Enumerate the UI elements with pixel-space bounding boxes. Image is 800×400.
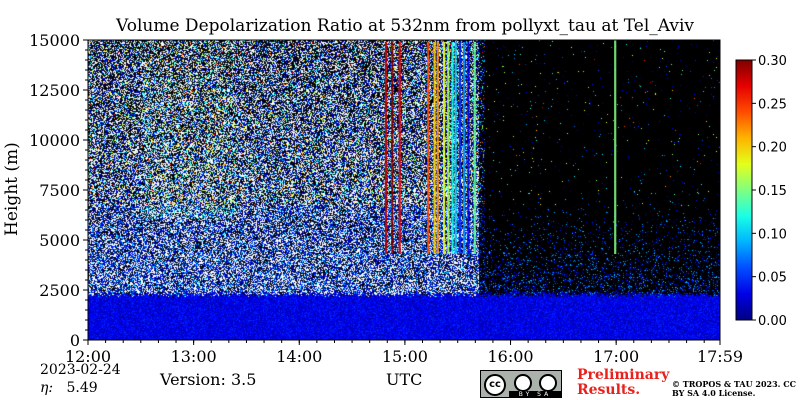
date-label: 2023-02-24 <box>40 362 121 378</box>
depol-streak-10 <box>458 42 462 254</box>
colorbar-tick-label: 0.25 <box>758 97 787 112</box>
cc-icon: cc <box>484 374 506 396</box>
colorbar-tick-label: 0.30 <box>758 54 787 69</box>
colorbar-tick-label: 0.20 <box>758 141 787 156</box>
chart-title: Volume Depolarization Ratio at 532nm fro… <box>116 16 694 36</box>
depol-streak-6 <box>442 42 446 254</box>
depol-streak-9 <box>454 42 457 254</box>
depol-streak-11 <box>463 42 466 254</box>
colorbar: 0.00 0.05 0.10 0.15 0.20 0.25 0.30 <box>735 54 787 329</box>
depol-streak-13 <box>473 42 476 254</box>
depolarization-field <box>88 40 720 340</box>
eta-symbol: η: <box>40 380 54 396</box>
y-tick-label: 2500 <box>39 281 80 300</box>
depol-streak-4 <box>433 42 436 254</box>
x-tick-label: 16:00 <box>487 347 533 366</box>
x-tick-label: 14:00 <box>276 347 322 366</box>
y-tick-label: 5000 <box>39 231 80 250</box>
attribution-icon <box>514 374 532 392</box>
preliminary-notice: Preliminary Results. <box>577 367 670 398</box>
license-strip: BY SA <box>509 391 561 398</box>
depol-streak-7 <box>447 42 450 254</box>
depol-streak-3 <box>427 42 430 254</box>
y-tick-label: 10000 <box>29 131 80 150</box>
depol-streak-8 <box>451 42 454 254</box>
y-tick-label: 7500 <box>39 181 80 200</box>
plot-area <box>88 40 720 340</box>
share-alike-icon <box>539 374 557 392</box>
eta-value: 5.49 <box>66 380 98 396</box>
depol-streak-14 <box>614 40 617 254</box>
colorbar-scale <box>735 59 753 321</box>
depol-streak-12 <box>467 42 470 254</box>
cc-license-badge[interactable]: cc BY SA <box>480 370 562 398</box>
x-tick-label: 12:00 <box>65 347 111 366</box>
colorbar-tick-label: 0.00 <box>758 314 787 329</box>
axes: 12:00 13:00 14:00 15:00 16:00 17:00 17:59 0 2500… <box>29 31 743 366</box>
x-tick-label: 17:00 <box>593 347 639 366</box>
depol-streak-0 <box>384 42 388 254</box>
depol-streak-2 <box>398 42 401 254</box>
version-label: Version: 3.5 <box>160 370 257 389</box>
y-tick-label: 12500 <box>29 81 80 100</box>
y-tick-label: 15000 <box>29 31 80 50</box>
y-tick-label: 0 <box>70 331 80 350</box>
copyright-notice: © TROPOS & TAU 2023. CC BY SA 4.0 Licens… <box>672 379 796 398</box>
colorbar-tick-label: 0.15 <box>758 184 787 199</box>
depol-streak-5 <box>436 42 439 254</box>
depol-streak-1 <box>391 42 394 254</box>
eta-readout: η: 5.49 <box>40 380 98 396</box>
x-tick-label: 15:00 <box>382 347 428 366</box>
y-axis-label: Height (m) <box>2 142 22 236</box>
colorbar-tick-label: 0.10 <box>758 227 787 242</box>
x-tick-label: 17:59 <box>697 347 743 366</box>
x-axis-label: UTC <box>386 370 423 389</box>
colorbar-tick-label: 0.05 <box>758 271 787 286</box>
x-tick-label: 13:00 <box>171 347 217 366</box>
